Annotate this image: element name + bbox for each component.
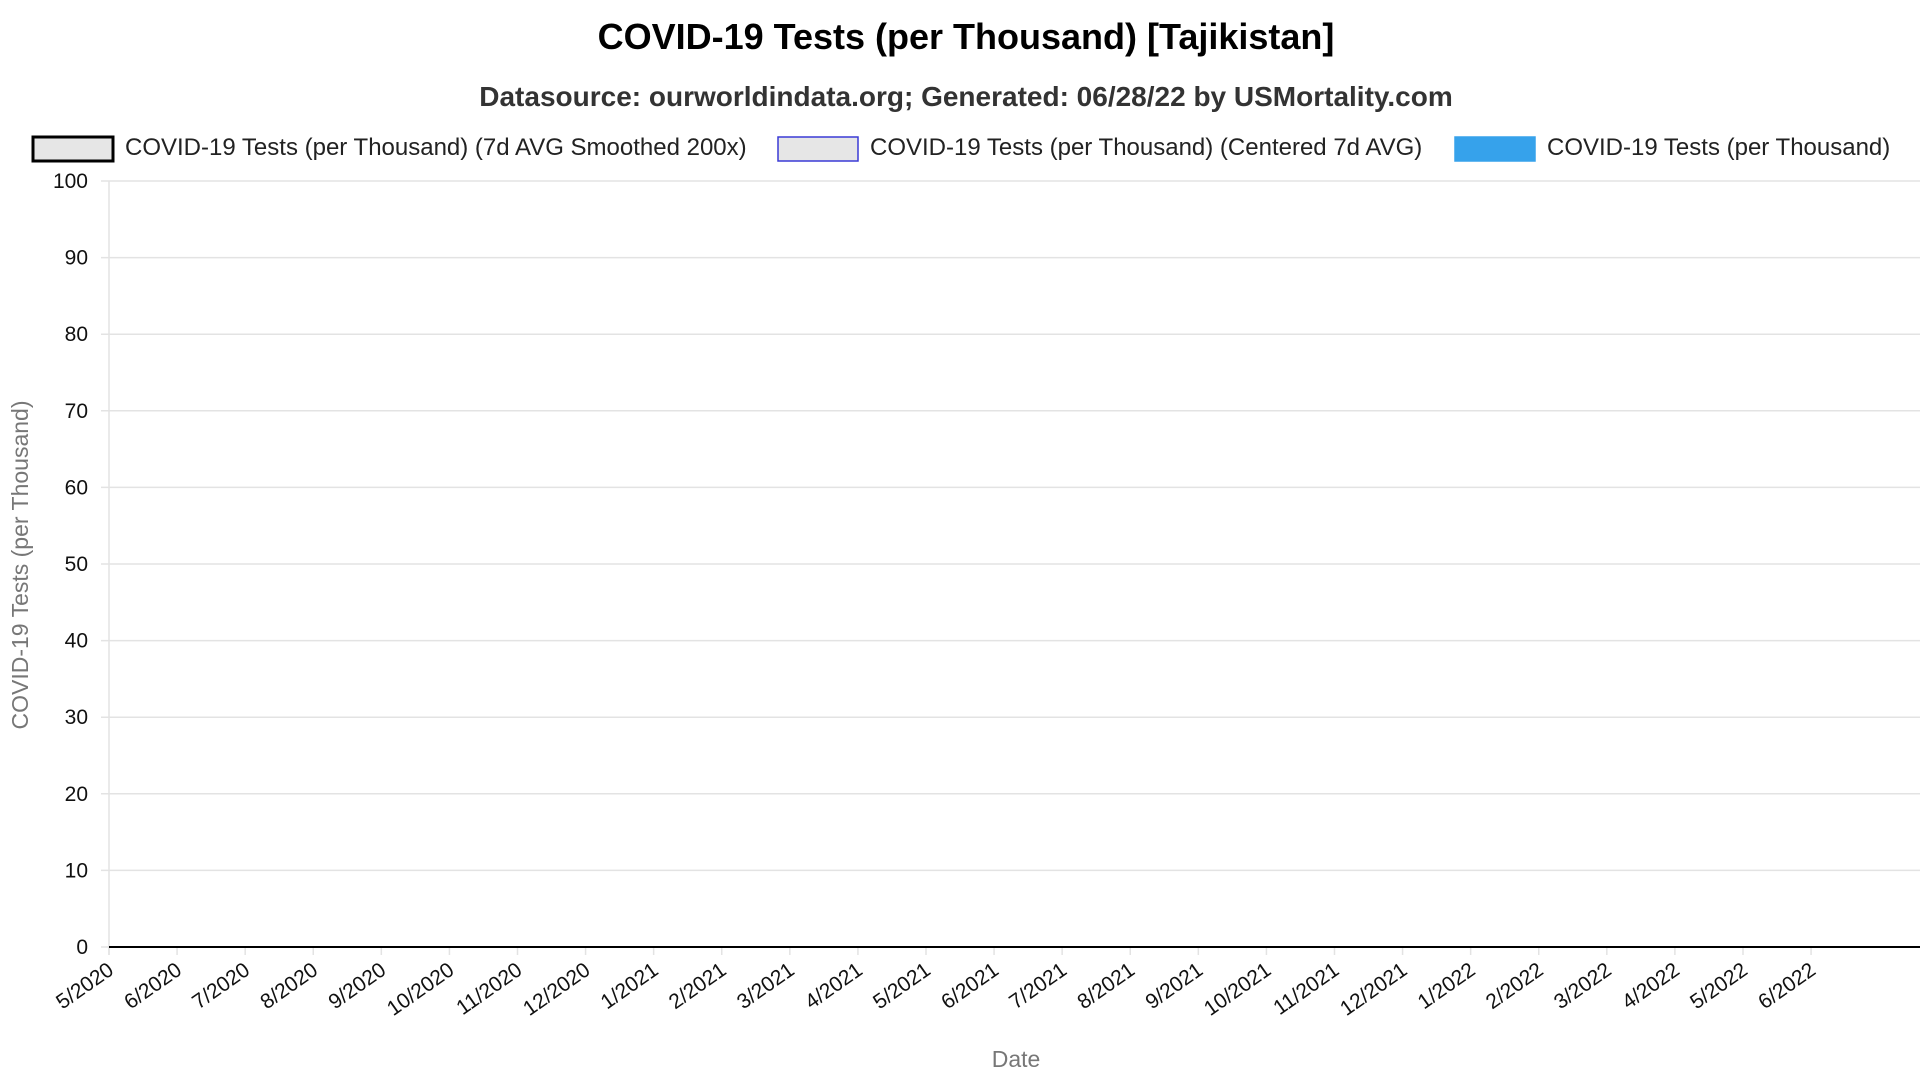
y-axis-ticks: 0 10 20 30 40 50 60 70 80 90 100 (53, 170, 88, 959)
x-tick-label: 10/2020 (383, 958, 458, 1020)
y-tick-label: 60 (65, 476, 88, 499)
x-tick-label: 1/2021 (597, 958, 663, 1014)
x-axis-ticks: 5/2020 6/2020 7/2020 8/2020 9/202010/202011/… (52, 947, 1820, 1021)
x-tick-label: 10/2021 (1200, 958, 1275, 1020)
chart-subtitle: Datasource: ourworldindata.org; Generate… (479, 81, 1453, 112)
x-tick-label: 9/2021 (1141, 958, 1207, 1014)
y-tick-label: 10 (65, 859, 88, 882)
y-axis-title: COVID-19 Tests (per Thousand) (7, 401, 33, 730)
x-tick-label: 12/2020 (519, 958, 594, 1020)
y-tick-label: 40 (65, 630, 88, 653)
legend-item: COVID-19 Tests (per Thousand) (1454, 134, 1890, 162)
x-tick-label: 12/2021 (1336, 958, 1411, 1020)
y-tick-label: 100 (53, 170, 88, 193)
legend-label: COVID-19 Tests (per Thousand) (7d AVG Sm… (125, 134, 747, 161)
x-tick-label: 5/2022 (1686, 958, 1752, 1014)
chart-title: COVID-19 Tests (per Thousand) [Tajikista… (598, 16, 1335, 57)
y-tick-label: 90 (65, 247, 88, 270)
x-tick-label: 11/2020 (452, 958, 526, 1019)
x-tick-label: 6/2022 (1754, 958, 1820, 1014)
x-tick-label: 8/2020 (256, 958, 322, 1014)
x-tick-label: 5/2021 (869, 958, 935, 1014)
legend-swatch (31, 135, 115, 163)
y-tick-label: 70 (65, 400, 88, 423)
y-tick-label: 0 (76, 936, 88, 959)
x-tick-label: 4/2022 (1618, 958, 1684, 1014)
x-tick-label: 4/2021 (801, 958, 867, 1014)
x-tick-label: 7/2020 (188, 958, 254, 1014)
y-tick-label: 20 (65, 783, 88, 806)
x-tick-label: 7/2021 (1005, 958, 1071, 1014)
legend-item: COVID-19 Tests (per Thousand) (Centered … (777, 134, 1422, 162)
x-tick-label: 3/2022 (1550, 958, 1616, 1014)
y-tick-label: 80 (65, 323, 88, 346)
x-tick-label: 1/2022 (1414, 958, 1480, 1014)
x-tick-label: 6/2021 (937, 958, 1003, 1014)
y-tick-label: 30 (65, 706, 88, 729)
legend: COVID-19 Tests (per Thousand) (7d AVG Sm… (31, 134, 1890, 163)
legend-item: COVID-19 Tests (per Thousand) (7d AVG Sm… (31, 134, 747, 163)
x-tick-label: 9/2020 (324, 958, 390, 1014)
grid-lines (101, 180, 1920, 955)
x-tick-label: 2/2022 (1482, 958, 1548, 1014)
legend-label: COVID-19 Tests (per Thousand) (Centered … (870, 134, 1422, 161)
x-tick-label: 6/2020 (120, 958, 186, 1014)
legend-swatch (1454, 136, 1536, 162)
x-tick-label: 8/2021 (1073, 958, 1139, 1014)
legend-swatch (777, 136, 859, 162)
x-tick-label: 3/2021 (733, 958, 799, 1014)
y-tick-label: 50 (65, 553, 88, 576)
x-tick-label: 11/2021 (1269, 958, 1343, 1019)
x-tick-label: 2/2021 (665, 958, 731, 1014)
x-tick-label: 5/2020 (52, 958, 118, 1014)
x-axis-title: Date (992, 1046, 1041, 1072)
legend-label: COVID-19 Tests (per Thousand) (1547, 134, 1890, 161)
